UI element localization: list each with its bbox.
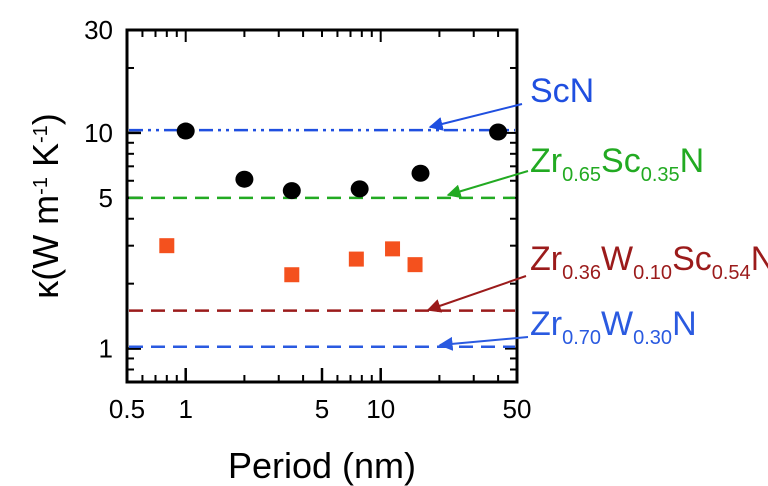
annotation-label: ScN xyxy=(530,72,594,110)
data-point-square xyxy=(159,238,175,254)
data-point-square xyxy=(385,241,401,257)
axes: 0.5 1 5 10 50 1 5 10 30 xyxy=(84,15,531,424)
annotation-label: Zr0.36W0.10Sc0.54N xyxy=(530,240,768,284)
data-point-square xyxy=(407,257,423,273)
data-point-circle xyxy=(282,182,301,200)
y-axis-title: κ(W m-1 K-1) xyxy=(25,113,66,299)
data-point-circle xyxy=(176,122,195,140)
data-point-circle xyxy=(489,123,508,141)
annotation-arrow xyxy=(428,103,523,131)
y-tick-label: 1 xyxy=(99,334,113,364)
reference-lines xyxy=(129,128,515,348)
y-tick-label: 5 xyxy=(99,183,113,213)
data-point-circle xyxy=(411,164,430,182)
y-tick-label: 30 xyxy=(84,15,113,45)
x-tick-label: 10 xyxy=(366,394,395,424)
x-tick-label: 1 xyxy=(178,394,192,424)
data-point-circle xyxy=(350,180,369,198)
plot-frame xyxy=(125,28,519,384)
x-axis-title: Period (nm) xyxy=(228,445,416,486)
x-tick-label: 5 xyxy=(315,394,329,424)
data-point-square xyxy=(348,251,364,267)
annotation-arrow xyxy=(426,275,527,313)
data-point-square xyxy=(284,267,300,283)
annotation-label: Zr0.65Sc0.35N xyxy=(530,142,704,186)
annotation-arrow xyxy=(438,336,529,351)
annotation-arrow xyxy=(446,170,529,199)
annotations: ScN Zr0.65Sc0.35N Zr0.36W0.10Sc0.54N Zr0.70… xyxy=(426,72,768,351)
annotation-label: Zr0.70W0.30N xyxy=(530,305,697,349)
y-tick-label: 10 xyxy=(84,118,113,148)
data-points xyxy=(159,122,508,283)
x-tick-label: 50 xyxy=(503,394,532,424)
data-point-circle xyxy=(235,170,254,188)
x-tick-label: 0.5 xyxy=(109,394,145,424)
